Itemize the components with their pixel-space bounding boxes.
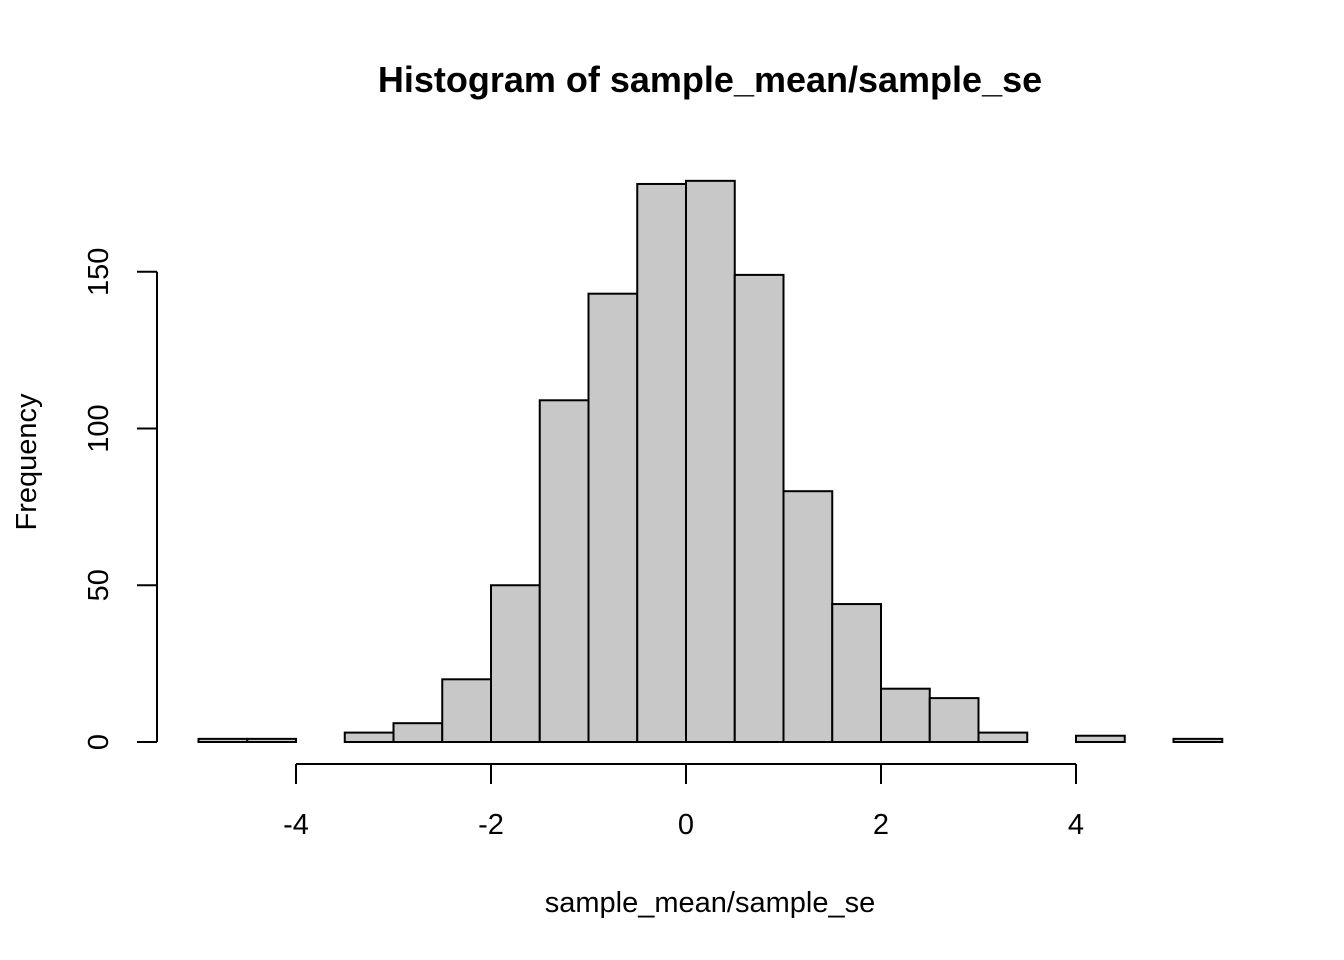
bars-group bbox=[197, 179, 1224, 744]
histogram-bar bbox=[197, 737, 249, 743]
histogram-bar bbox=[1075, 734, 1126, 743]
x-tick-label: 0 bbox=[678, 809, 694, 841]
x-tick-label: -4 bbox=[283, 809, 309, 841]
histogram-bar bbox=[782, 490, 834, 744]
x-tick-label: -2 bbox=[478, 809, 504, 841]
histogram-bar bbox=[1172, 737, 1224, 743]
chart-title: Histogram of sample_mean/sample_se bbox=[378, 59, 1042, 100]
y-axis-label: Frequency bbox=[11, 393, 43, 531]
x-axis: -4 -2 0 2 4 bbox=[283, 763, 1084, 841]
x-tick-label: 2 bbox=[873, 809, 889, 841]
y-axis: 0 50 100 150 bbox=[83, 248, 158, 750]
histogram-bar bbox=[685, 179, 736, 743]
histogram-bar bbox=[587, 292, 639, 743]
histogram-bar bbox=[343, 731, 395, 743]
histogram-bar bbox=[246, 737, 297, 743]
y-tick-label: 0 bbox=[83, 734, 115, 750]
histogram-bar bbox=[441, 678, 492, 743]
y-tick-label: 100 bbox=[83, 404, 115, 452]
histogram-bar bbox=[538, 399, 590, 743]
histogram-bar bbox=[928, 697, 980, 743]
histogram-bar bbox=[831, 603, 882, 743]
x-tick-label: 4 bbox=[1068, 809, 1084, 841]
histogram-bar bbox=[490, 584, 541, 743]
histogram-bar bbox=[392, 722, 444, 744]
histogram-bar bbox=[977, 731, 1029, 743]
y-tick-label: 150 bbox=[83, 248, 115, 296]
histogram-bar bbox=[636, 182, 687, 744]
histogram-bar bbox=[880, 687, 931, 744]
x-axis-label: sample_mean/sample_se bbox=[545, 887, 875, 919]
y-tick-label: 50 bbox=[83, 569, 115, 601]
histogram-bar bbox=[733, 273, 785, 743]
